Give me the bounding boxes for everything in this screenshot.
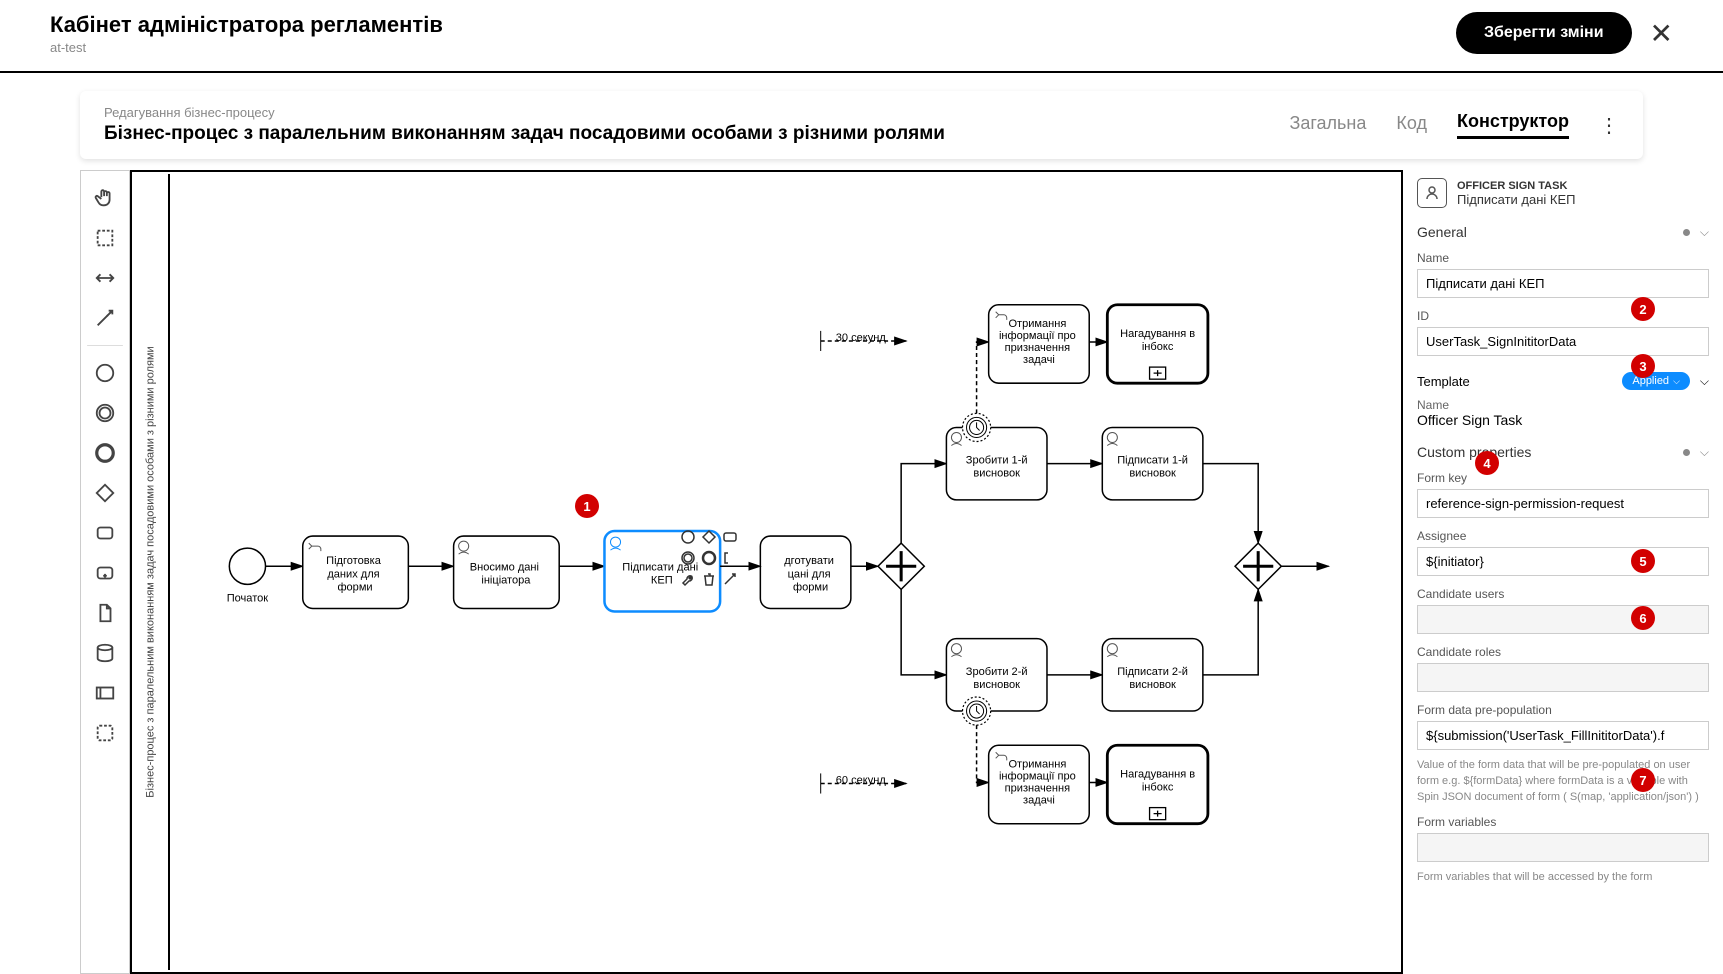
id-label: ID — [1417, 309, 1709, 323]
annotation-7: 7 — [1631, 768, 1655, 792]
ctx-intermediate-event-icon[interactable] — [679, 549, 697, 567]
group-tool-icon[interactable] — [88, 716, 122, 750]
tab-constructor[interactable]: Конструктор — [1457, 111, 1569, 139]
intermediate-event-tool-icon[interactable] — [88, 396, 122, 430]
template-name-value: Officer Sign Task — [1417, 412, 1709, 428]
toolbar-separator — [87, 345, 123, 346]
prepopulation-label: Form data pre-population — [1417, 703, 1709, 717]
annotation-4: 4 — [1475, 451, 1499, 475]
start-label: Початок — [227, 592, 269, 604]
data-object-tool-icon[interactable] — [88, 596, 122, 630]
assignee-label: Assignee — [1417, 529, 1709, 543]
app-subtitle: at-test — [50, 40, 443, 55]
id-input[interactable] — [1417, 327, 1709, 356]
participant-tool-icon[interactable] — [88, 676, 122, 710]
annotation-6: 6 — [1631, 606, 1655, 630]
pool-label: Бізнес-процес з паралельним виконанням з… — [134, 174, 170, 970]
properties-panel: OFFICER SIGN TASK Підписати дані КЕП Gen… — [1403, 170, 1723, 974]
tab-code[interactable]: Код — [1396, 113, 1427, 138]
chevron-down-icon: ⌵ — [1700, 374, 1709, 389]
context-pad — [679, 528, 745, 588]
annotation-1: 1 — [575, 494, 599, 518]
template-name-label: Name — [1417, 398, 1709, 412]
svg-text:Зробити 2-йвисновок: Зробити 2-йвисновок — [966, 666, 1028, 691]
candidate-roles-input[interactable] — [1417, 663, 1709, 692]
space-tool-icon[interactable] — [88, 261, 122, 295]
chevron-down-icon: ⌵ — [1700, 445, 1709, 460]
ctx-delete-icon[interactable] — [700, 570, 718, 588]
parallel-gateway-split[interactable] — [878, 543, 924, 589]
chevron-down-icon: ⌵ — [1700, 225, 1709, 240]
app-title: Кабінет адміністратора регламентів — [50, 12, 443, 38]
process-title: Бізнес-процес з паралельним виконанням з… — [104, 123, 945, 145]
process-header-card: Редагування бізнес-процесу Бізнес-процес… — [80, 91, 1643, 159]
parallel-gateway-join[interactable] — [1235, 543, 1281, 589]
element-type-icon — [1417, 178, 1447, 208]
timer-boundary-2[interactable] — [962, 697, 990, 725]
form-variables-help: Form variables that will be accessed by … — [1403, 870, 1723, 892]
ctx-task-icon[interactable] — [721, 528, 739, 546]
ctx-gateway-icon[interactable] — [700, 528, 718, 546]
form-variables-label: Form variables — [1417, 815, 1709, 829]
svg-text:Зробити 1-йвисновок: Зробити 1-йвисновок — [966, 455, 1028, 480]
section-template[interactable]: Template Applied ⌵ ⌵ — [1403, 364, 1723, 398]
name-label: Name — [1417, 251, 1709, 265]
start-event[interactable] — [229, 548, 265, 584]
ctx-end-event-icon[interactable] — [700, 549, 718, 567]
save-button[interactable]: Зберегти зміни — [1456, 12, 1632, 54]
ctx-connect-icon[interactable] — [721, 570, 739, 588]
name-input[interactable] — [1417, 269, 1709, 298]
breadcrumb: Редагування бізнес-процесу — [104, 105, 945, 120]
gateway-tool-icon[interactable] — [88, 476, 122, 510]
ctx-start-event-icon[interactable] — [679, 528, 697, 546]
start-event-tool-icon[interactable] — [88, 356, 122, 390]
section-custom[interactable]: Custom properties ⌵ — [1403, 436, 1723, 468]
template-applied-badge[interactable]: Applied ⌵ — [1622, 372, 1690, 390]
annotation-5: 5 — [1631, 549, 1655, 573]
svg-text:60 секунд: 60 секунд — [836, 774, 887, 786]
form-key-input[interactable] — [1417, 489, 1709, 518]
candidate-roles-label: Candidate roles — [1417, 645, 1709, 659]
annotation-2: 2 — [1631, 297, 1655, 321]
task-tool-icon[interactable] — [88, 516, 122, 550]
data-store-tool-icon[interactable] — [88, 636, 122, 670]
lasso-tool-icon[interactable] — [88, 221, 122, 255]
ctx-annotation-icon[interactable] — [721, 549, 739, 567]
candidate-users-label: Candidate users — [1417, 587, 1709, 601]
annotation-3: 3 — [1631, 354, 1655, 378]
timer-boundary-1[interactable] — [962, 413, 990, 441]
element-name-header: Підписати дані КЕП — [1457, 192, 1575, 207]
hand-tool-icon[interactable] — [88, 181, 122, 215]
form-key-label: Form key — [1417, 471, 1709, 485]
section-general[interactable]: General ⌵ — [1403, 216, 1723, 248]
ctx-wrench-icon[interactable] — [679, 570, 697, 588]
close-icon[interactable]: ✕ — [1650, 17, 1673, 50]
prepopulation-input[interactable] — [1417, 721, 1709, 750]
expanded-subprocess-tool-icon[interactable] — [88, 556, 122, 590]
svg-text:30 секунд: 30 секунд — [836, 332, 887, 344]
connect-tool-icon[interactable] — [88, 301, 122, 335]
bpmn-toolbar — [80, 170, 130, 974]
candidate-users-input[interactable] — [1417, 605, 1709, 634]
end-event-tool-icon[interactable] — [88, 436, 122, 470]
prepopulation-help: Value of the form data that will be pre-… — [1403, 758, 1723, 812]
assignee-input[interactable] — [1417, 547, 1709, 576]
element-type-label: OFFICER SIGN TASK — [1457, 180, 1575, 192]
kebab-menu-icon[interactable]: ⋮ — [1599, 113, 1619, 138]
tab-general[interactable]: Загальна — [1289, 113, 1366, 138]
form-variables-input[interactable] — [1417, 833, 1709, 862]
bpmn-canvas[interactable]: Бізнес-процес з паралельним виконанням з… — [130, 170, 1403, 974]
